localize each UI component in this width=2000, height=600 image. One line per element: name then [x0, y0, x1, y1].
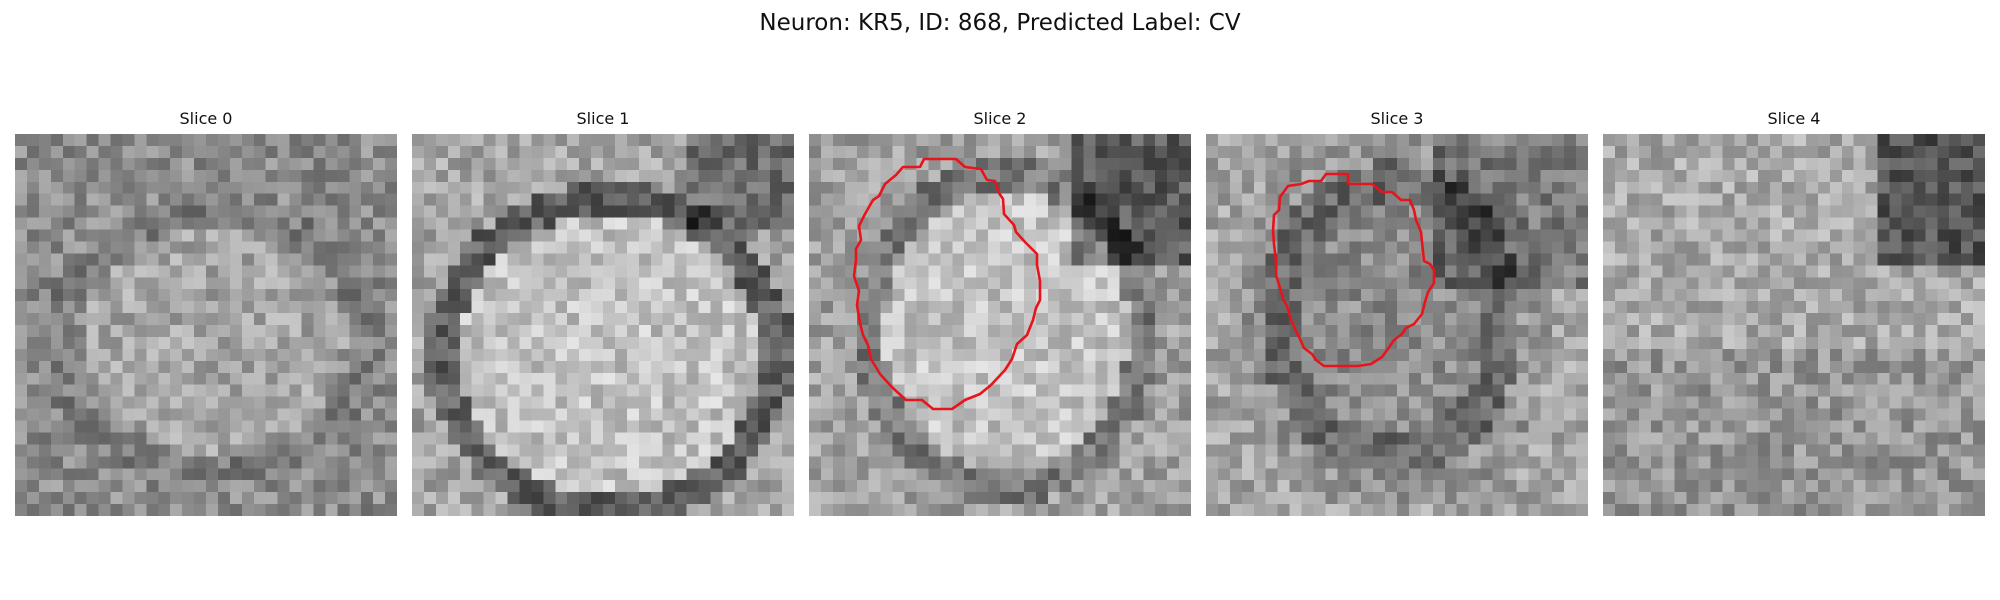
figure-title: Neuron: KR5, ID: 868, Predicted Label: C… [759, 10, 1241, 36]
panel-title-slice-4: Slice 4 [1767, 109, 1821, 128]
panel-title-slice-0: Slice 0 [179, 109, 233, 128]
slice-0-image [15, 134, 397, 516]
slice-4-pixels [1603, 134, 1985, 516]
slice-0-pixels [15, 134, 397, 516]
slice-4-image [1603, 134, 1985, 516]
slice-1-image [412, 134, 794, 516]
slice-3-image [1206, 134, 1588, 516]
panel-title-slice-1: Slice 1 [576, 109, 630, 128]
panel-title-slice-3: Slice 3 [1370, 109, 1424, 128]
slice-3-pixels [1206, 134, 1588, 516]
slice-2-pixels [809, 134, 1191, 516]
slice-1-pixels [412, 134, 794, 516]
slice-2-image [809, 134, 1191, 516]
panel-title-slice-2: Slice 2 [973, 109, 1027, 128]
